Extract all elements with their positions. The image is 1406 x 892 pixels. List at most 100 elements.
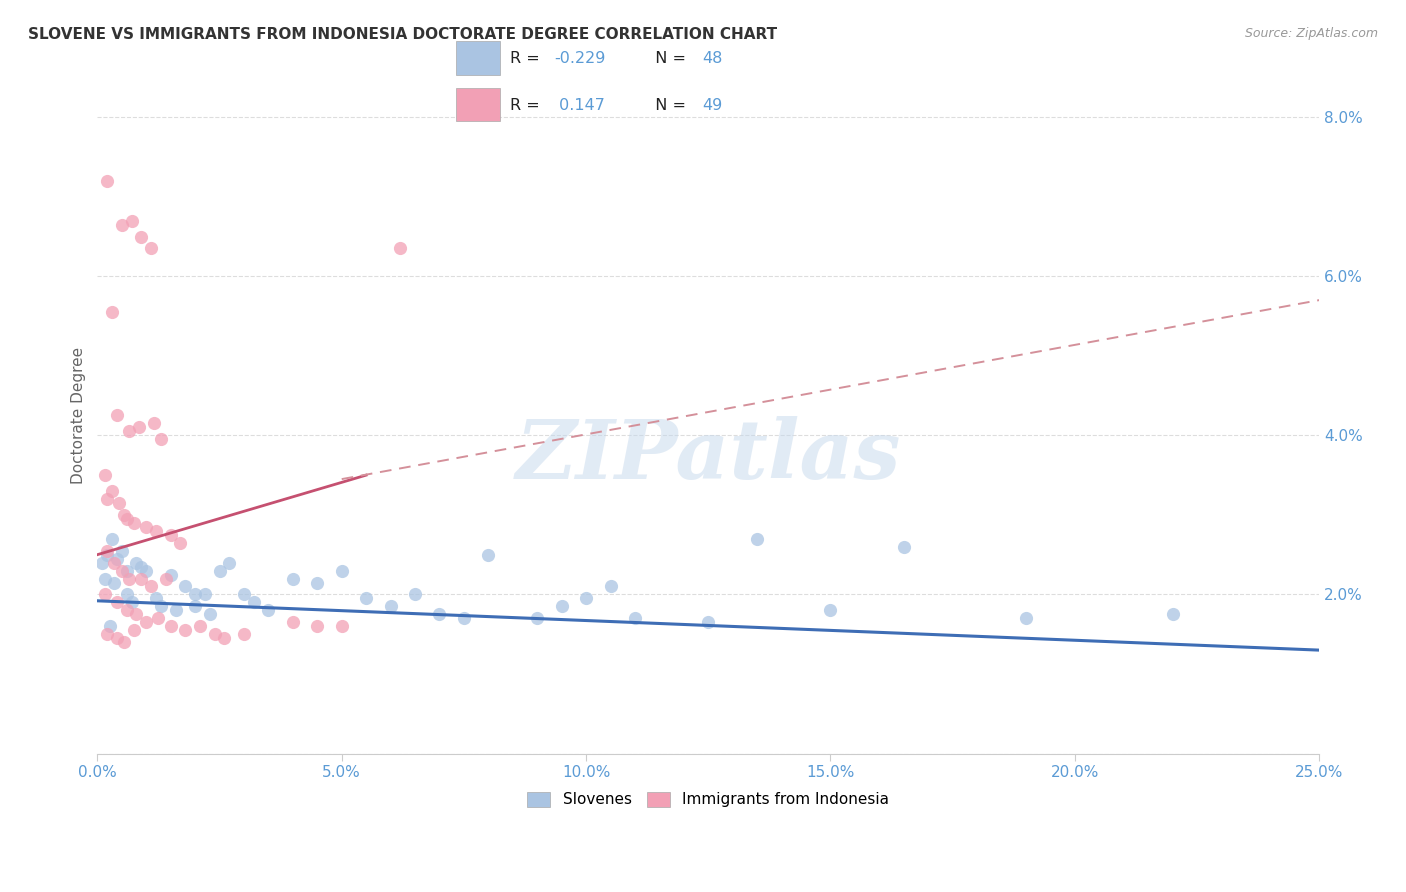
Point bbox=[135, 564, 157, 578]
Point bbox=[135, 520, 157, 534]
Point bbox=[599, 579, 621, 593]
Point bbox=[159, 528, 181, 542]
Point bbox=[233, 587, 256, 601]
Text: 49: 49 bbox=[703, 97, 723, 112]
Point bbox=[477, 548, 499, 562]
Point bbox=[218, 556, 240, 570]
Point bbox=[159, 619, 181, 633]
Point bbox=[96, 548, 118, 562]
Point bbox=[131, 572, 153, 586]
Point bbox=[155, 572, 177, 586]
Point bbox=[145, 591, 167, 606]
Point bbox=[745, 532, 768, 546]
Text: 0.147: 0.147 bbox=[554, 97, 605, 112]
Point bbox=[122, 516, 145, 530]
Point bbox=[128, 420, 150, 434]
Point bbox=[354, 591, 377, 606]
Point bbox=[188, 619, 211, 633]
Point bbox=[204, 627, 226, 641]
Point bbox=[550, 599, 572, 614]
Text: ZIPatlas: ZIPatlas bbox=[516, 416, 901, 496]
Point bbox=[139, 579, 162, 593]
Point bbox=[101, 305, 124, 319]
Point bbox=[105, 409, 128, 423]
Point bbox=[98, 619, 121, 633]
Text: N =: N = bbox=[645, 97, 692, 112]
Point bbox=[1161, 607, 1184, 622]
Text: Source: ZipAtlas.com: Source: ZipAtlas.com bbox=[1244, 27, 1378, 40]
Point bbox=[112, 508, 135, 522]
FancyBboxPatch shape bbox=[457, 87, 501, 121]
FancyBboxPatch shape bbox=[457, 42, 501, 75]
Point bbox=[697, 615, 720, 630]
Point bbox=[307, 575, 329, 590]
Point bbox=[105, 595, 128, 609]
Point bbox=[131, 229, 153, 244]
Y-axis label: Doctorate Degree: Doctorate Degree bbox=[72, 347, 86, 484]
Point bbox=[453, 611, 475, 625]
Point bbox=[118, 572, 141, 586]
Point bbox=[121, 595, 143, 609]
Point bbox=[142, 417, 165, 431]
Point bbox=[96, 543, 118, 558]
Point bbox=[198, 607, 221, 622]
Point bbox=[96, 174, 118, 188]
Point bbox=[101, 483, 124, 498]
Point bbox=[121, 213, 143, 227]
Point bbox=[112, 635, 135, 649]
Point bbox=[184, 599, 207, 614]
Point bbox=[105, 551, 128, 566]
Point bbox=[526, 611, 548, 625]
Text: R =: R = bbox=[510, 52, 546, 66]
Point bbox=[115, 587, 138, 601]
Point bbox=[242, 595, 264, 609]
Point bbox=[429, 607, 451, 622]
Point bbox=[159, 567, 181, 582]
Text: SLOVENE VS IMMIGRANTS FROM INDONESIA DOCTORATE DEGREE CORRELATION CHART: SLOVENE VS IMMIGRANTS FROM INDONESIA DOC… bbox=[28, 27, 778, 42]
Point bbox=[111, 543, 134, 558]
Point bbox=[111, 564, 134, 578]
Point bbox=[125, 607, 148, 622]
Point bbox=[575, 591, 598, 606]
Text: -0.229: -0.229 bbox=[554, 52, 606, 66]
Legend: Slovenes, Immigrants from Indonesia: Slovenes, Immigrants from Indonesia bbox=[522, 786, 896, 814]
Point bbox=[208, 564, 231, 578]
Point bbox=[257, 603, 280, 617]
Point bbox=[281, 572, 304, 586]
Point bbox=[194, 587, 217, 601]
Point bbox=[135, 615, 157, 630]
Point bbox=[122, 624, 145, 638]
Point bbox=[105, 631, 128, 645]
Point bbox=[93, 468, 115, 483]
Point bbox=[149, 599, 172, 614]
Point bbox=[96, 491, 118, 506]
Point bbox=[169, 535, 191, 549]
Point bbox=[307, 619, 329, 633]
Point bbox=[115, 603, 138, 617]
Point bbox=[115, 564, 138, 578]
Point bbox=[111, 218, 134, 232]
Point bbox=[139, 242, 162, 256]
Point bbox=[131, 559, 153, 574]
Point bbox=[91, 556, 114, 570]
Point bbox=[149, 433, 172, 447]
Point bbox=[1015, 611, 1038, 625]
Point bbox=[96, 627, 118, 641]
Point bbox=[93, 572, 115, 586]
Point bbox=[380, 599, 402, 614]
Point bbox=[101, 532, 124, 546]
Point bbox=[145, 524, 167, 538]
Point bbox=[184, 587, 207, 601]
Point bbox=[125, 556, 148, 570]
Point bbox=[281, 615, 304, 630]
Point bbox=[404, 587, 426, 601]
Point bbox=[624, 611, 647, 625]
Point bbox=[108, 496, 131, 510]
Point bbox=[174, 624, 197, 638]
Point bbox=[820, 603, 842, 617]
Point bbox=[103, 556, 125, 570]
Point bbox=[118, 425, 141, 439]
Point bbox=[330, 619, 353, 633]
Text: R =: R = bbox=[510, 97, 546, 112]
Text: N =: N = bbox=[645, 52, 692, 66]
